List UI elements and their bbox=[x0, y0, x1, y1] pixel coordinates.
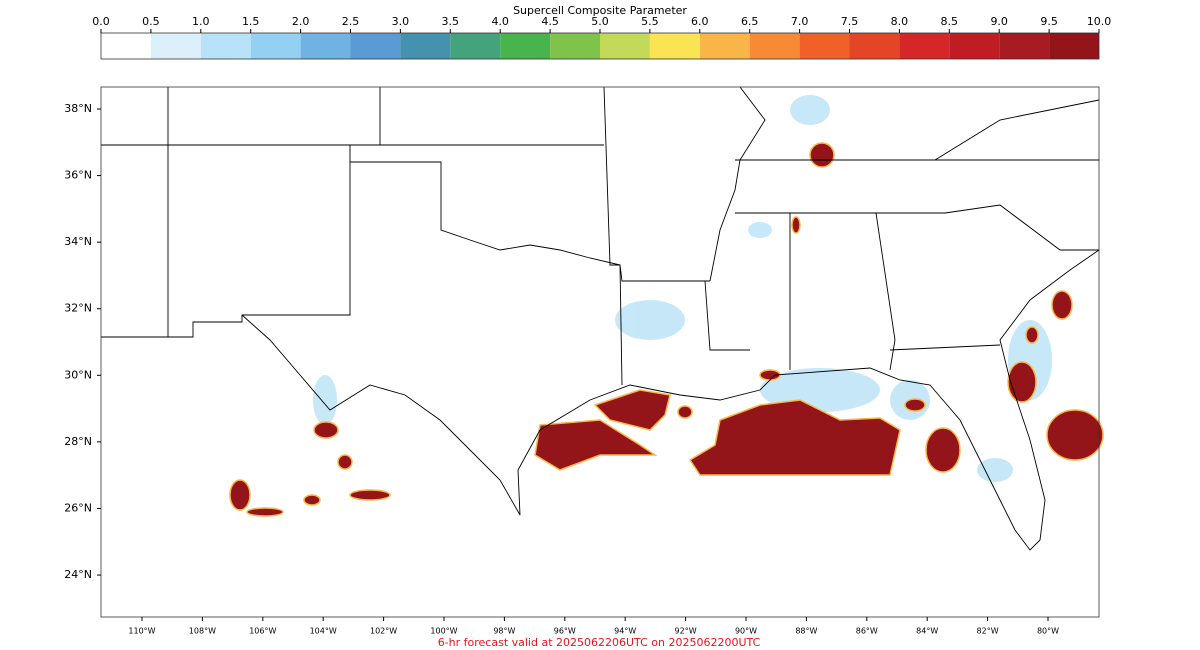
lon-label: 92°W bbox=[675, 627, 697, 636]
lon-label: 94°W bbox=[614, 627, 636, 636]
colorbar-bin bbox=[899, 33, 950, 59]
lon-label: 88°W bbox=[795, 627, 817, 636]
colorbar-title: Supercell Composite Parameter bbox=[513, 4, 687, 17]
colorbar-tick-label: 10.0 bbox=[1087, 15, 1112, 28]
lon-label: 80°W bbox=[1037, 627, 1059, 636]
colorbar: 0.0 0.5 1.0 1.5 2.0 2.5 3.0 3.5 4.0 4.5 5.0 5.5 6.0 6… bbox=[92, 15, 1112, 60]
colorbar-tick-label: 1.0 bbox=[192, 15, 210, 28]
colorbar-tick-label: 4.0 bbox=[491, 15, 509, 28]
colorbar-tick-label: 3.0 bbox=[392, 15, 410, 28]
lon-label: 82°W bbox=[977, 627, 999, 636]
colorbar-bin bbox=[1049, 33, 1099, 59]
lon-label: 100°W bbox=[430, 627, 457, 636]
colorbar-tick-label: 7.5 bbox=[841, 15, 859, 28]
colorbar-tick-label: 2.0 bbox=[292, 15, 310, 28]
colorbar-bin bbox=[450, 33, 501, 59]
colorbar-tick-label: 0.0 bbox=[92, 15, 110, 28]
colorbar-bin bbox=[799, 33, 850, 59]
lon-label: 110°W bbox=[128, 627, 155, 636]
lat-label: 34°N bbox=[64, 235, 92, 248]
borders bbox=[101, 86, 1100, 551]
lon-label: 84°W bbox=[916, 627, 938, 636]
lat-label: 36°N bbox=[64, 169, 92, 182]
lat-label: 32°N bbox=[64, 302, 92, 315]
map-frame bbox=[100, 86, 1100, 618]
lon-label: 90°W bbox=[735, 627, 757, 636]
colorbar-tick-label: 1.5 bbox=[242, 15, 260, 28]
colorbar-bin bbox=[400, 33, 451, 59]
lat-label: 38°N bbox=[64, 102, 92, 115]
colorbar-tick-label: 5.0 bbox=[591, 15, 609, 28]
colorbar-tick-label: 3.5 bbox=[442, 15, 460, 28]
lat-label: 26°N bbox=[64, 501, 92, 514]
colorbar-tick-label: 5.5 bbox=[641, 15, 659, 28]
colorbar-bin bbox=[300, 33, 351, 59]
colorbar-bin bbox=[699, 33, 750, 59]
colorbar-bin bbox=[849, 33, 900, 59]
lat-label: 24°N bbox=[64, 568, 92, 581]
colorbar-tick-label: 8.0 bbox=[891, 15, 909, 28]
lon-label: 104°W bbox=[310, 627, 337, 636]
colorbar-bin bbox=[250, 33, 301, 59]
colorbar-bin bbox=[200, 33, 251, 59]
lat-label: 28°N bbox=[64, 435, 92, 448]
lon-label: 108°W bbox=[189, 627, 216, 636]
colorbar-bin bbox=[949, 33, 1000, 59]
colorbar-bin bbox=[999, 33, 1050, 59]
colorbar-tick-label: 0.5 bbox=[142, 15, 160, 28]
map-axes: 38°N 36°N 34°N 32°N 30°N 28°N 26°N 24°N 110°W 108… bbox=[64, 102, 1059, 636]
colorbar-bin bbox=[350, 33, 401, 59]
colorbar-bin bbox=[550, 33, 600, 59]
colorbar-tick-label: 7.0 bbox=[791, 15, 809, 28]
lon-label: 102°W bbox=[370, 627, 397, 636]
colorbar-tick-label: 6.0 bbox=[691, 15, 709, 28]
colorbar-tick-label: 6.5 bbox=[741, 15, 759, 28]
light-patches bbox=[313, 95, 1052, 482]
colorbar-tick-label: 4.5 bbox=[541, 15, 559, 28]
map bbox=[100, 86, 1104, 618]
lon-label: 98°W bbox=[493, 627, 515, 636]
high-scp-areas bbox=[229, 142, 1104, 517]
lon-label: 96°W bbox=[554, 627, 576, 636]
colorbar-tick-label: 9.0 bbox=[990, 15, 1008, 28]
colorbar-bin bbox=[101, 33, 151, 59]
colorbar-bin bbox=[150, 33, 201, 59]
colorbar-bin bbox=[500, 33, 551, 59]
colorbar-bin bbox=[649, 33, 700, 59]
lat-label: 30°N bbox=[64, 368, 92, 381]
colorbar-bin bbox=[749, 33, 800, 59]
lon-label: 106°W bbox=[249, 627, 276, 636]
lon-label: 86°W bbox=[856, 627, 878, 636]
caption: 6-hr forecast valid at 2025062206UTC on … bbox=[438, 636, 761, 649]
colorbar-bin bbox=[600, 33, 650, 59]
colorbar-tick-label: 8.5 bbox=[941, 15, 959, 28]
colorbar-tick-label: 9.5 bbox=[1040, 15, 1058, 28]
colorbar-tick-label: 2.5 bbox=[342, 15, 360, 28]
